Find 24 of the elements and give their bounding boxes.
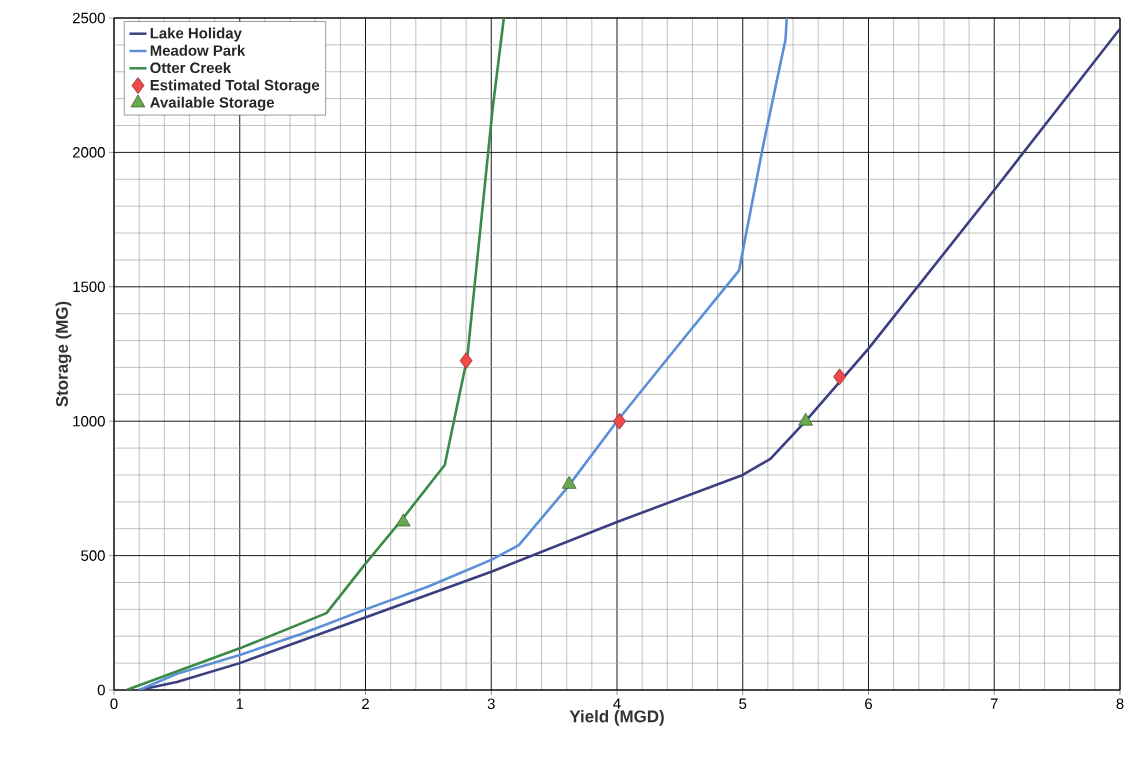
x-tick-label: 3 (487, 698, 495, 710)
x-tick-label: 8 (1116, 698, 1124, 710)
legend-label: Lake Holiday (150, 27, 242, 42)
x-tick-label: 4 (613, 698, 621, 709)
y-axis-title: Storage (MG) (55, 301, 72, 407)
y-tick-label: 2000 (72, 147, 105, 158)
y-tick-label: 1000 (73, 415, 105, 427)
y-tick-label: 0 (97, 684, 105, 696)
x-tick-label: 0 (110, 698, 118, 710)
legend-label: Available Storage (150, 96, 275, 111)
y-tick-label: 2500 (72, 12, 105, 24)
y-tick-label: 500 (81, 550, 105, 561)
line-series (137, 17, 789, 690)
y-tick-label: 1500 (73, 281, 105, 293)
x-tick-label: 7 (990, 698, 998, 709)
legend-label: Otter Creek (150, 62, 232, 74)
x-tick-label: 6 (865, 698, 872, 710)
x-tick-label: 1 (236, 698, 244, 709)
x-axis-title: Yield (MGD) (569, 709, 664, 726)
x-tick-label: 2 (362, 698, 369, 709)
legend-label: Estimated Total Storage (150, 79, 320, 94)
line-series (125, 17, 506, 690)
legend-label: Meadow Park (150, 44, 246, 56)
x-tick-label: 5 (739, 698, 747, 709)
